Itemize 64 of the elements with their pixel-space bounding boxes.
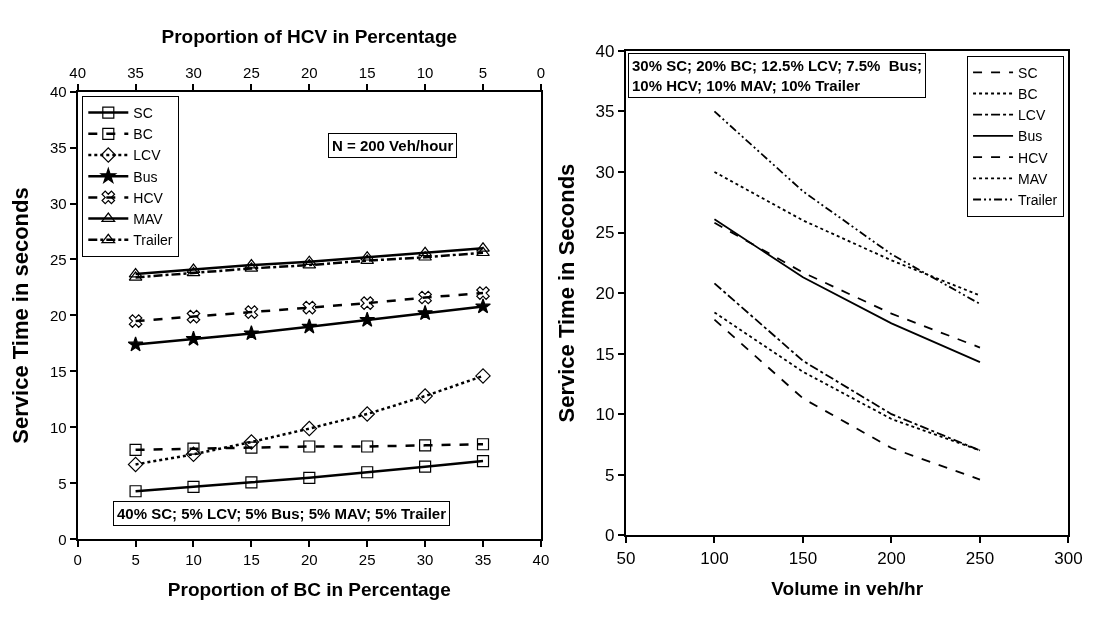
x-tick-label: 0 <box>73 551 82 569</box>
y-tick-label: 5 <box>58 474 67 492</box>
annotation: 40% SC; 5% LCV; 5% Bus; 5% MAV; 5% Trailer <box>117 505 447 522</box>
legend-label: Bus <box>1018 128 1043 145</box>
legend-label: MAV <box>1018 170 1049 187</box>
legend-label: LCV <box>1018 107 1046 124</box>
legend-label: BC <box>133 126 153 143</box>
x-tick-label: 40 <box>532 551 550 569</box>
x2-tick-label: 0 <box>536 63 546 81</box>
legend-label: MAV <box>133 211 164 228</box>
legend-label: HCV <box>1018 149 1049 166</box>
x-axis-title: Proportion of BC in Percentage <box>167 578 451 600</box>
x-axis-title: Volume in veh/hr <box>771 577 924 599</box>
y-axis-title: Service Time in seconds <box>8 187 34 444</box>
x2-tick-label: 30 <box>185 63 202 81</box>
x-tick-label: 250 <box>965 548 995 568</box>
x2-tick-label: 25 <box>243 63 260 81</box>
y-tick-label: 25 <box>49 250 67 268</box>
legend-label: HCV <box>133 189 164 206</box>
x2-tick-label: 20 <box>300 63 318 81</box>
y-tick-label: 10 <box>595 405 615 425</box>
y-tick-label: 0 <box>605 526 615 546</box>
x-tick-label: 150 <box>788 548 818 568</box>
x-tick-label: 10 <box>185 551 202 569</box>
x-tick-label: 35 <box>474 551 492 569</box>
x2-tick-label: 15 <box>358 63 376 81</box>
legend-label: SC <box>1018 64 1038 81</box>
x-tick-label: 20 <box>300 551 318 569</box>
x-tick-label: 100 <box>700 548 729 568</box>
x-tick-label: 50 <box>616 548 636 568</box>
x-tick-label: 300 <box>1054 548 1083 568</box>
y-tick-label: 35 <box>595 102 615 122</box>
x-tick-label: 200 <box>877 548 906 568</box>
y-tick-label: 35 <box>49 138 67 156</box>
legend-label: Trailer <box>133 232 173 249</box>
legend-label: LCV <box>133 147 162 164</box>
x2-tick-label: 5 <box>478 63 488 81</box>
y-axis-title: Service Time in Seconds <box>553 163 579 423</box>
x2-tick-label: 35 <box>127 63 144 81</box>
legend-label: BC <box>1018 85 1038 102</box>
y-tick-label: 25 <box>595 223 615 243</box>
y-tick-label: 15 <box>595 344 615 364</box>
legend-label: Trailer <box>1018 191 1058 208</box>
x2-tick-label: 40 <box>69 63 87 81</box>
x-tick-label: 25 <box>358 551 376 569</box>
y-tick-label: 0 <box>58 530 67 548</box>
x2-tick-label: 10 <box>416 63 434 81</box>
y-tick-label: 40 <box>595 41 615 61</box>
legend-label: SC <box>133 105 153 122</box>
annotation: 30% SC; 20% BC; 12.5% LCV; 7.5% Bus; 10% HCV; 10% MAV; 10% Trailer <box>632 57 923 94</box>
y-tick-label: 10 <box>49 418 67 436</box>
y-tick-label: 15 <box>49 362 67 380</box>
legend-label: Bus <box>133 168 158 185</box>
y-tick-label: 20 <box>49 306 67 324</box>
y-tick-label: 5 <box>605 465 615 485</box>
x2-axis-title: Proportion of HCV in Percentage <box>161 25 458 47</box>
x-tick-label: 5 <box>131 551 140 569</box>
y-tick-label: 20 <box>595 284 615 303</box>
annotation: N = 200 Veh/hour <box>332 137 454 154</box>
x-tick-label: 30 <box>416 551 434 569</box>
x-tick-label: 15 <box>243 551 260 569</box>
y-tick-label: 40 <box>49 82 67 100</box>
y-tick-label: 30 <box>49 194 67 212</box>
y-tick-label: 30 <box>595 162 615 182</box>
